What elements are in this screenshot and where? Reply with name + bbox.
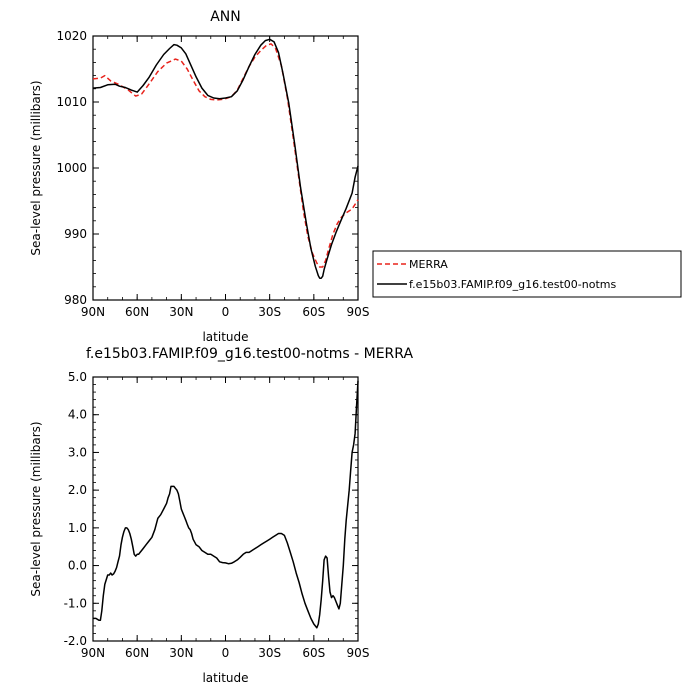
bottom-x-tick-label: 30N: [169, 646, 193, 660]
bottom-y-tick-label: 2.0: [68, 483, 87, 497]
top-series-line-2: [92, 38, 359, 279]
bottom-y-tick-label: 5.0: [68, 370, 87, 384]
bottom-x-tick-label: 90S: [347, 646, 370, 660]
top-y-tick-label: 980: [64, 293, 87, 307]
top-y-axis-label: Sea-level pressure (millibars): [29, 80, 43, 255]
top-x-tick-label: 60S: [302, 305, 325, 319]
bottom-series-line-1: [93, 380, 359, 629]
chart-bottom: f.e15b03.FAMIP.f09_g16.test00-notms - ME…: [29, 346, 413, 685]
bottom-y-tick-label: 0.0: [68, 559, 87, 573]
bottom-x-tick-label: 0: [222, 646, 230, 660]
top-chart-title: ANN: [210, 9, 241, 25]
bottom-x-tick-label: 90N: [81, 646, 105, 660]
top-plot-frame: [92, 35, 359, 301]
top-x-tick-label: 90N: [81, 305, 105, 319]
legend-box: [372, 250, 682, 298]
bottom-y-tick-label: 1.0: [68, 521, 87, 535]
top-y-tick-label: 1000: [56, 161, 87, 175]
bottom-y-tick-label: -1.0: [64, 596, 87, 610]
top-x-tick-label: 30N: [169, 305, 193, 319]
bottom-y-axis-label: Sea-level pressure (millibars): [29, 421, 43, 596]
top-x-axis-label: latitude: [202, 330, 248, 344]
top-x-tick-label: 60N: [125, 305, 149, 319]
bottom-y-tick-label: 3.0: [68, 445, 87, 459]
top-x-tick-label: 30S: [258, 305, 281, 319]
bottom-y-tick-label: 4.0: [68, 408, 87, 422]
bottom-plot-frame: [92, 376, 359, 642]
bottom-chart-title: f.e15b03.FAMIP.f09_g16.test00-notms - ME…: [86, 346, 413, 362]
bottom-y-tick-label: -2.0: [64, 634, 87, 648]
top-y-tick-label: 990: [64, 227, 87, 241]
top-series-line-1: [92, 43, 359, 268]
top-y-tick-label: 1010: [56, 95, 87, 109]
top-x-tick-label: 90S: [347, 305, 370, 319]
legend-entry-1: MERRA: [409, 258, 448, 271]
bottom-x-tick-label: 30S: [258, 646, 281, 660]
legend: MERRA f.e15b03.FAMIP.f09_g16.test00-notms: [372, 250, 682, 298]
chart-top: ANN 90N 60N 30N 0 30S 60S 90S 980 990 1000 1010 1020…: [29, 9, 369, 344]
bottom-x-tick-label: 60N: [125, 646, 149, 660]
bottom-x-axis-label: latitude: [202, 671, 248, 685]
top-y-tick-label: 1020: [56, 29, 87, 43]
legend-entry-2: f.e15b03.FAMIP.f09_g16.test00-notms: [409, 278, 616, 291]
top-x-tick-label: 0: [222, 305, 230, 319]
bottom-x-tick-label: 60S: [302, 646, 325, 660]
